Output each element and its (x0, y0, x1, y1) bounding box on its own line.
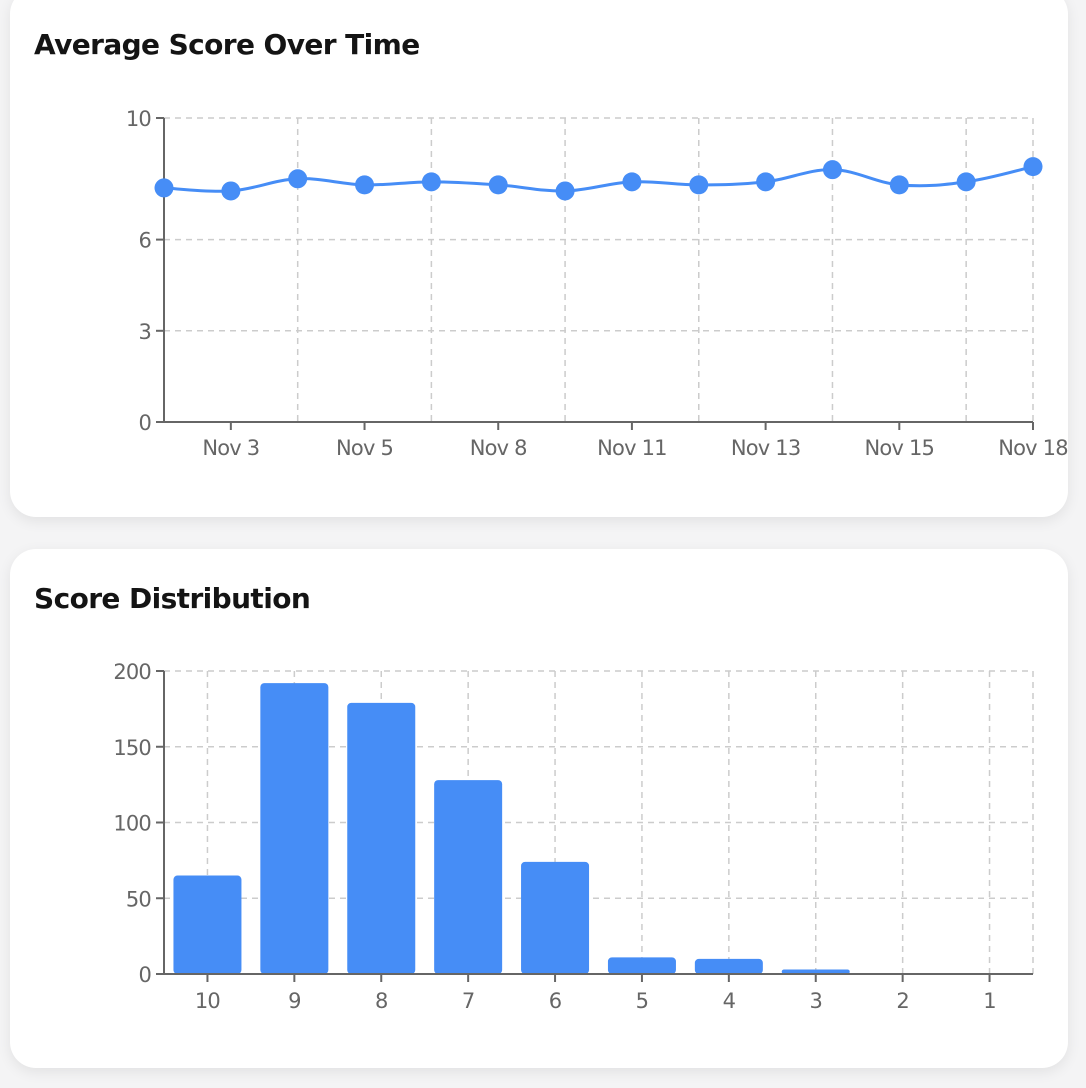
x-tick-label: 5 (636, 989, 649, 1013)
score-distribution-title: Score Distribution (34, 582, 311, 615)
data-point-marker (822, 160, 842, 180)
x-tick-label: Nov 11 (597, 436, 667, 460)
x-tick-label: 8 (375, 989, 388, 1013)
x-tick-label: Nov 8 (470, 436, 527, 460)
bar-score-8 (347, 702, 416, 974)
line-chart-grid (164, 117, 1034, 422)
y-tick-label: 0 (138, 411, 151, 435)
x-tick-label: 6 (549, 989, 562, 1013)
score-distribution-bar-chart: 0 50 100 150 200 10 9 8 7 6 5 4 3 2 1 (113, 660, 1034, 1013)
x-tick-label: 4 (723, 989, 736, 1013)
data-point-marker (956, 172, 976, 192)
average-score-line-chart: 0 3 6 10 Nov 3 Nov 5 Nov 8 Nov 11 Nov 13 Nov 15 No… (126, 107, 1069, 460)
data-point-marker (221, 181, 241, 201)
x-tick-label: 3 (809, 989, 822, 1013)
x-tick-label: 10 (195, 989, 220, 1013)
bar-score-3 (781, 969, 850, 974)
y-tick-label: 50 (126, 887, 151, 911)
y-tick-label: 200 (113, 660, 151, 684)
y-tick-label: 10 (126, 107, 151, 131)
bar-score-4 (694, 958, 763, 974)
data-point-marker (154, 178, 174, 198)
y-tick-label: 0 (138, 963, 151, 987)
x-tick-label: 2 (896, 989, 909, 1013)
data-point-marker (622, 172, 642, 192)
y-tick-label: 3 (138, 320, 151, 344)
x-tick-label: Nov 15 (865, 436, 935, 460)
bar-score-9 (260, 683, 329, 974)
x-tick-label: Nov 5 (336, 436, 393, 460)
x-tick-label: 1 (983, 989, 996, 1013)
x-tick-label: Nov 3 (202, 436, 259, 460)
x-tick-label: 7 (462, 989, 475, 1013)
x-tick-label: 9 (288, 989, 301, 1013)
data-point-marker (355, 175, 375, 195)
y-tick-label: 100 (113, 812, 151, 836)
data-point-marker (288, 169, 308, 189)
data-point-marker (756, 172, 776, 192)
x-tick-label: Nov 18 (998, 436, 1068, 460)
score-distribution-card: Score Distribution 0 50 100 150 200 10 9 8 7 6 5 4 3… (10, 549, 1068, 1068)
average-score-card: Average Score Over Time 0 3 6 10 Nov 3 Nov 5 N… (10, 0, 1069, 517)
data-point-marker (488, 175, 508, 195)
bar-score-6 (521, 861, 590, 974)
bar-score-5 (607, 957, 676, 974)
bar-score-10 (173, 875, 242, 974)
average-score-title: Average Score Over Time (34, 28, 420, 61)
x-tick-label: Nov 13 (731, 436, 801, 460)
data-point-marker (689, 175, 709, 195)
data-point-marker (1023, 157, 1043, 177)
bar-score-7 (434, 780, 503, 974)
y-tick-label: 150 (113, 736, 151, 760)
data-point-marker (555, 181, 575, 201)
data-point-marker (889, 175, 909, 195)
y-tick-label: 6 (138, 229, 151, 253)
data-point-marker (421, 172, 441, 192)
